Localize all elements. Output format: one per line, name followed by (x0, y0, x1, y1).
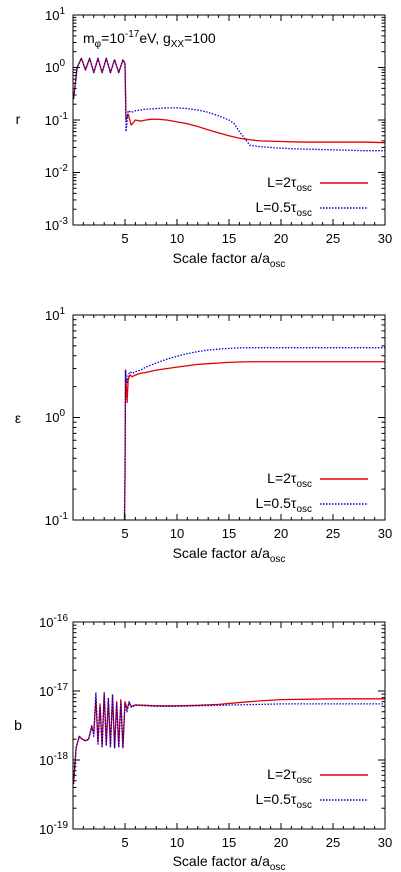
panel-eps-xtick-label: 30 (378, 526, 392, 541)
panel-b-xtick-label: 15 (222, 835, 236, 850)
legend-entry-label: L=2τosc (267, 766, 312, 786)
series-line-red (73, 691, 385, 784)
panel-b-xtick-label: 20 (274, 835, 288, 850)
legend-entry-label: L=2τosc (267, 174, 312, 194)
panel-eps-frame (72, 314, 386, 521)
panel-eps-ytick-label: 100 (45, 408, 65, 425)
panel-eps-ticks (72, 314, 386, 521)
panel-r-ylabel: r (16, 111, 21, 127)
panel-b-xtick-label: 10 (170, 835, 184, 850)
legend-entry-label: L=2τosc (267, 470, 312, 490)
panel-eps-xtick-label: 10 (170, 526, 184, 541)
panel-r-xtick-label: 20 (274, 231, 288, 246)
series-line-blue (123, 347, 385, 520)
panel-b-ylabel: b (14, 717, 22, 733)
panel-r-annotation: mφ=10-17eV, gXX=100 (83, 29, 216, 50)
panel-b-ticks (72, 621, 386, 830)
panel-eps-ytick-label: 101 (45, 306, 65, 323)
legend-entry-label: L=0.5τosc (255, 495, 312, 515)
panel-eps-ytick-label: 10-1 (45, 511, 69, 528)
panel-r-xlabel: Scale factor a/aosc (173, 250, 286, 270)
panel-eps-legend: L=2τosc L=0.5τosc (255, 470, 368, 515)
series-line-blue (73, 691, 385, 784)
panel-b-xtick-label: 25 (326, 835, 340, 850)
panel-b: 10-16 10-17 10-18 10-19 5 10 15 20 25 30… (14, 613, 392, 872)
panel-b-legend: L=2τosc L=0.5τosc (255, 766, 368, 811)
series-line-red (123, 361, 385, 520)
panel-r-xtick-label: 10 (170, 231, 184, 246)
series-line-red (73, 57, 385, 144)
panel-eps-ylabel: ε (15, 410, 21, 426)
panel-b-ytick-label: 10-19 (39, 820, 68, 837)
panel-r-data (73, 57, 385, 152)
panel-r-xtick-label: 5 (121, 231, 128, 246)
panel-r-legend: L=2τosc L=0.5τosc (255, 174, 368, 219)
panel-r-ytick-label: 101 (45, 6, 65, 23)
legend-entry-label: L=0.5τosc (255, 199, 312, 219)
panel-b-ytick-label: 10-18 (39, 751, 68, 768)
panel-r: 101 100 10-1 10-2 10-3 5 10 15 20 25 30 … (16, 6, 393, 270)
panel-b-xtick-label: 30 (378, 835, 392, 850)
panel-eps: 101 100 10-1 5 10 15 20 25 30 ε Scale fa… (15, 306, 392, 565)
panel-eps-xtick-label: 5 (121, 526, 128, 541)
panel-r-xtick-label: 15 (222, 231, 236, 246)
panel-r-ytick-label: 10-3 (45, 216, 69, 233)
series-line-blue (73, 57, 385, 152)
panel-b-ytick-label: 10-17 (39, 682, 68, 699)
panel-eps-xtick-label: 20 (274, 526, 288, 541)
panel-eps-xtick-label: 15 (222, 526, 236, 541)
panel-b-xlabel: Scale factor a/aosc (173, 853, 286, 872)
panel-eps-data (123, 347, 385, 520)
panel-r-xtick-label: 30 (378, 231, 392, 246)
panel-r-ytick-label: 10-1 (45, 111, 69, 128)
panel-eps-xlabel: Scale factor a/aosc (173, 545, 286, 565)
legend-entry-label: L=0.5τosc (255, 791, 312, 811)
panel-b-ytick-label: 10-16 (39, 613, 68, 630)
panel-b-xtick-label: 5 (121, 835, 128, 850)
panel-r-xtick-label: 25 (326, 231, 340, 246)
panel-eps-xtick-label: 25 (326, 526, 340, 541)
panel-r-ytick-label: 100 (45, 58, 65, 75)
panel-r-ytick-label: 10-2 (45, 163, 69, 180)
panel-r-ticks (72, 14, 386, 226)
panel-b-data (73, 691, 385, 784)
